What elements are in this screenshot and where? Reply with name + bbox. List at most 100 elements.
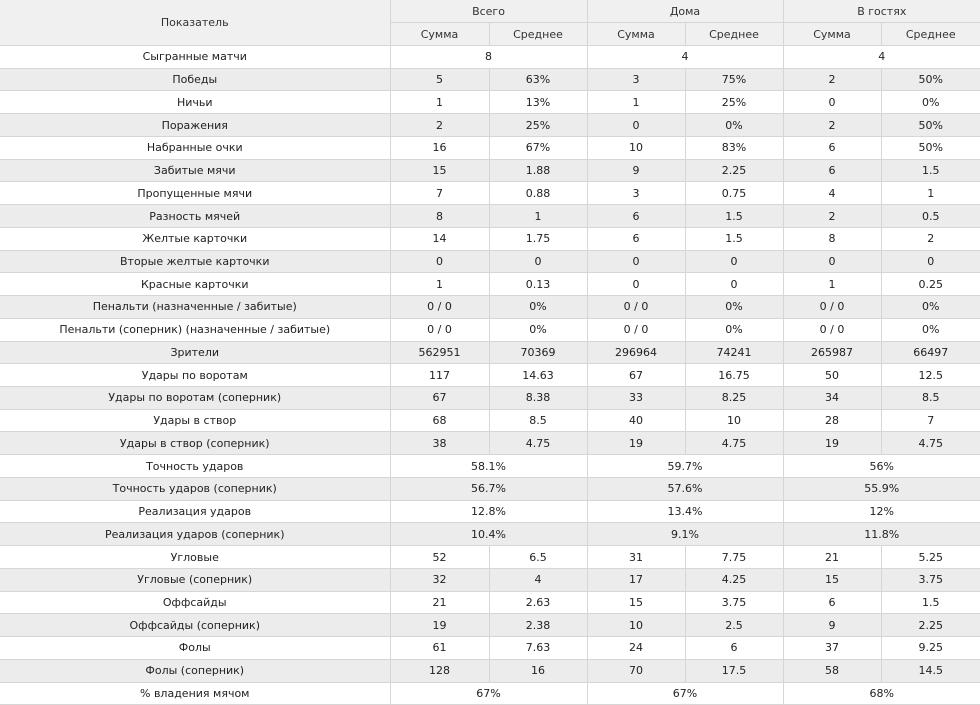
header-sum: Сумма: [783, 22, 882, 46]
table-cell: 21: [390, 591, 490, 615]
table-cell: 28: [783, 409, 882, 433]
table-cell: 9.1%: [587, 522, 784, 547]
table-cell: 1: [390, 90, 490, 115]
table-cell: 0.75: [685, 181, 784, 206]
table-cell: 70: [587, 659, 686, 683]
table-cell: 4: [587, 45, 784, 69]
table-cell: 0%: [685, 295, 784, 319]
row-label: Сыгранные матчи: [0, 45, 391, 69]
header-sum: Сумма: [390, 22, 490, 46]
table-cell: 0: [783, 90, 882, 115]
row-label: Вторые желтые карточки: [0, 250, 391, 274]
table-cell: 6.5: [489, 545, 588, 569]
table-cell: 10: [685, 409, 784, 433]
row-label: Удары по воротам: [0, 363, 391, 388]
row-label: Удары по воротам (соперник): [0, 386, 391, 410]
table-cell: 0: [587, 113, 686, 137]
table-cell: 4: [783, 181, 882, 206]
table-cell: 1.5: [881, 159, 980, 183]
table-cell: 12.8%: [390, 500, 588, 524]
table-cell: 2.63: [489, 591, 588, 615]
table-cell: 25%: [489, 113, 588, 137]
table-cell: 7.63: [489, 636, 588, 660]
table-row: Красные карточки 1 0.13 0 0 1 0.25: [0, 272, 980, 297]
table-cell: 58: [783, 659, 882, 683]
table-row: Точность ударов (соперник) 56.7% 57.6% 55.9…: [0, 477, 980, 501]
table-cell: 8: [783, 227, 882, 251]
table-cell: 3.75: [685, 591, 784, 615]
row-label: Удары в створ: [0, 409, 391, 433]
table-cell: 1.88: [489, 159, 588, 183]
table-cell: 6: [783, 136, 882, 160]
table-cell: 16.75: [685, 363, 784, 388]
table-cell: 14: [390, 227, 490, 251]
table-cell: 50%: [881, 113, 980, 137]
row-label: Угловые: [0, 545, 391, 569]
table-cell: 9: [587, 159, 686, 183]
table-cell: 50%: [881, 68, 980, 92]
table-row: Набранные очки 16 67% 10 83% 6 50%: [0, 136, 980, 160]
table-cell: 0 / 0: [390, 295, 490, 319]
table-cell: 1.5: [881, 591, 980, 615]
header-group-away: В гостях: [783, 0, 980, 23]
table-cell: 4.75: [489, 431, 588, 456]
table-row: Реализация ударов 12.8% 13.4% 12%: [0, 500, 980, 524]
table-row: Удары по воротам (соперник) 67 8.38 33 8.25 3…: [0, 386, 980, 410]
table-cell: 2: [390, 113, 490, 137]
table-row: Угловые 52 6.5 31 7.75 21 5.25: [0, 545, 980, 569]
table-cell: 7.75: [685, 545, 784, 569]
table-cell: 7: [881, 409, 980, 433]
table-cell: 5.25: [881, 545, 980, 569]
table-row: Удары в створ 68 8.5 40 10 28 7: [0, 409, 980, 433]
table-cell: 52: [390, 545, 490, 569]
table-cell: 0.5: [881, 204, 980, 228]
table-row: Угловые (соперник) 32 4 17 4.25 15 3.75: [0, 568, 980, 592]
table-cell: 0%: [685, 113, 784, 137]
table-cell: 0%: [489, 295, 588, 319]
table-cell: 1: [390, 272, 490, 297]
table-cell: 4.25: [685, 568, 784, 592]
table-cell: 55.9%: [783, 477, 980, 501]
table-cell: 3: [587, 68, 686, 92]
table-cell: 0: [783, 250, 882, 274]
table-cell: 117: [390, 363, 490, 388]
table-cell: 50%: [881, 136, 980, 160]
table-cell: 21: [783, 545, 882, 569]
table-cell: 37: [783, 636, 882, 660]
table-cell: 58.1%: [390, 454, 588, 478]
table-cell: 74241: [685, 341, 784, 365]
table-cell: 6: [587, 227, 686, 251]
table-cell: 19: [783, 431, 882, 456]
table-row: Победы 5 63% 3 75% 2 50%: [0, 68, 980, 92]
table-cell: 15: [390, 159, 490, 183]
table-cell: 2: [783, 68, 882, 92]
table-cell: 9: [783, 613, 882, 638]
table-cell: 6: [587, 204, 686, 228]
table-cell: 0: [390, 250, 490, 274]
table-cell: 0 / 0: [390, 318, 490, 342]
row-label: Разность мячей: [0, 204, 391, 228]
table-row: Оффсайды 21 2.63 15 3.75 6 1.5: [0, 591, 980, 615]
table-cell: 59.7%: [587, 454, 784, 478]
table-row: Пенальти (назначенные / забитые) 0 / 0 0% 0…: [0, 295, 980, 319]
row-label: Точность ударов (соперник): [0, 477, 391, 501]
table-cell: 38: [390, 431, 490, 456]
row-label: Красные карточки: [0, 272, 391, 297]
table-row: Реализация ударов (соперник) 10.4% 9.1% 11.…: [0, 522, 980, 547]
table-cell: 67%: [489, 136, 588, 160]
table-cell: 14.63: [489, 363, 588, 388]
table-cell: 0: [587, 272, 686, 297]
table-cell: 15: [783, 568, 882, 592]
table-cell: 2: [881, 227, 980, 251]
header-group-total: Всего: [390, 0, 588, 23]
row-label: Фолы (соперник): [0, 659, 391, 683]
table-cell: 2: [783, 113, 882, 137]
table-cell: 19: [390, 613, 490, 638]
table-cell: 0 / 0: [587, 295, 686, 319]
table-cell: 4: [783, 45, 980, 69]
table-cell: 61: [390, 636, 490, 660]
table-cell: 33: [587, 386, 686, 410]
table-cell: 6: [783, 159, 882, 183]
table-cell: 34: [783, 386, 882, 410]
table-row: Разность мячей 8 1 6 1.5 2 0.5: [0, 204, 980, 228]
